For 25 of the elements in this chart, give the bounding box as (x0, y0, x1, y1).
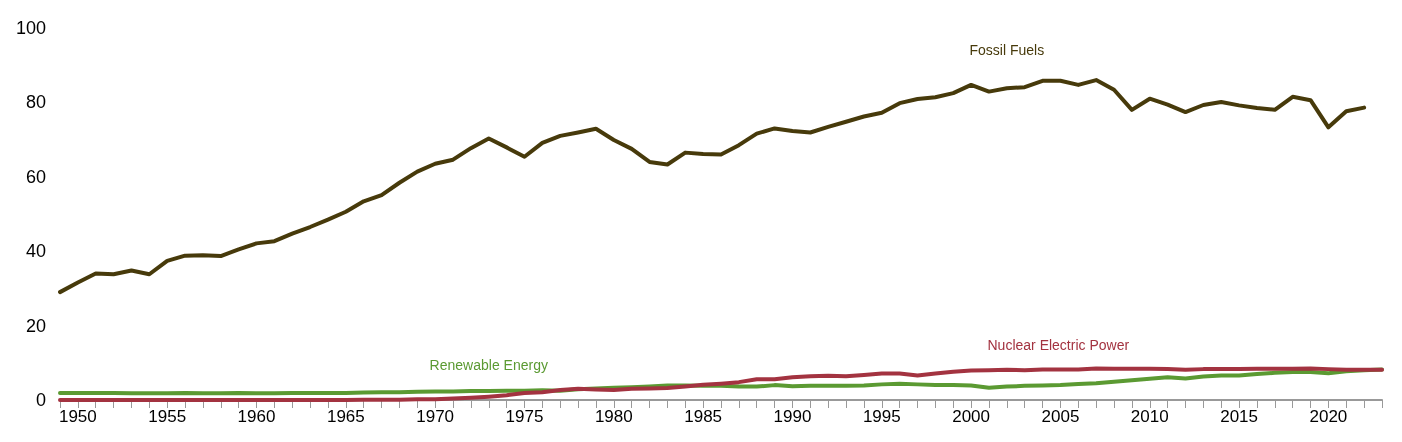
x-tick-label: 2000 (952, 407, 991, 426)
y-tick-label: 40 (25, 241, 46, 262)
y-tick-label: 60 (25, 166, 46, 187)
x-tick-label: 2010 (1130, 407, 1169, 426)
x-tick-label: 1975 (505, 407, 544, 426)
x-tick-label: 2015 (1220, 407, 1258, 426)
x-tick-label: 1970 (416, 407, 455, 426)
y-tick-label: 20 (25, 315, 46, 336)
x-tick-label: 1995 (862, 407, 901, 426)
line-series (58, 78, 1367, 295)
y-tick-label: 100 (15, 18, 46, 38)
x-tick-label: 1955 (148, 407, 187, 426)
y-tick-label: 0 (35, 390, 46, 410)
x-tick-label: 1965 (326, 407, 365, 426)
series-label: Renewable Energy (429, 357, 548, 374)
x-tick-label: 2005 (1041, 407, 1080, 426)
series-label: Nuclear Electric Power (987, 337, 1130, 354)
series-label: Fossil Fuels (969, 42, 1045, 59)
y-tick-label: 80 (25, 92, 46, 113)
x-tick-label: 1980 (594, 407, 633, 426)
x-tick-label: 1990 (773, 407, 812, 426)
x-tick-label: 1950 (58, 407, 97, 426)
x-tick-label: 2020 (1309, 407, 1348, 426)
x-tick-label: 1985 (684, 407, 723, 426)
x-tick-label: 1960 (237, 407, 276, 426)
